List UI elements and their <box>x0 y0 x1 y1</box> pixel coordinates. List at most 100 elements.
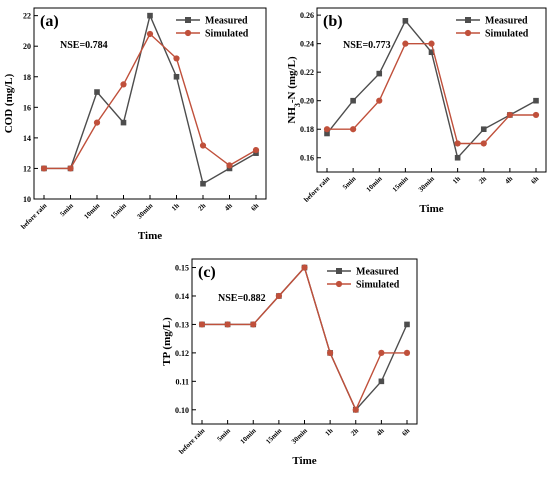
legend-swatch-marker <box>184 29 192 37</box>
x-tick-label: 5min <box>59 202 75 218</box>
y-tick-label: 10 <box>23 195 31 204</box>
legend-label: Simulated <box>356 280 400 291</box>
data-point <box>403 349 411 356</box>
x-tick-label: 2h <box>197 202 208 213</box>
x-tick-label: 4h <box>223 202 234 213</box>
x-tick-label: 5min <box>216 427 232 443</box>
y-tick-label: 0.22 <box>300 68 314 77</box>
y-tick-label: 18 <box>23 73 31 82</box>
data-point <box>532 111 540 119</box>
legend-label: Measured <box>485 16 528 27</box>
y-axis-label: COD (mg/L) <box>3 73 15 133</box>
nse-annotation: NSE=0.882 <box>218 293 266 304</box>
y-tick-label: 20 <box>23 42 31 51</box>
legend-swatch-marker <box>336 268 342 274</box>
x-tick-label: before rain <box>19 202 48 231</box>
y-tick-label: 0.26 <box>300 11 314 20</box>
y-tick-label: 0.20 <box>300 97 314 106</box>
data-point <box>250 321 257 328</box>
y-tick-label: 0.11 <box>175 377 189 386</box>
data-point <box>120 119 127 126</box>
data-point <box>376 97 383 104</box>
y-axis-label: NH3-N (mg/L) <box>286 56 302 124</box>
nse-annotation: NSE=0.784 <box>60 40 108 51</box>
data-point <box>173 55 180 62</box>
legend-swatch-marker <box>465 17 471 23</box>
x-tick-label: 30min <box>290 427 309 446</box>
data-point <box>324 130 330 137</box>
x-tick-label: 15min <box>264 427 283 446</box>
y-tick-label: 12 <box>23 164 31 173</box>
data-point <box>378 349 385 356</box>
data-point <box>480 140 487 147</box>
data-point <box>350 97 356 104</box>
data-point <box>404 321 410 328</box>
data-point <box>275 292 282 300</box>
panel-label: (b) <box>323 13 343 30</box>
y-tick-label: 0.12 <box>175 349 189 358</box>
legend-label: Simulated <box>205 29 249 40</box>
data-point <box>252 147 260 154</box>
legend: Measured Simulated <box>327 267 400 291</box>
data-point <box>67 165 74 172</box>
data-point <box>350 126 357 133</box>
data-point <box>327 349 334 356</box>
legend-label: Measured <box>205 16 248 27</box>
data-point <box>198 321 206 328</box>
data-point <box>454 140 461 147</box>
x-tick-label: 2h <box>477 175 488 186</box>
data-point <box>146 30 154 38</box>
data-point <box>506 111 513 119</box>
legend-swatch-marker <box>185 17 191 23</box>
series-line <box>44 32 257 170</box>
data-point <box>428 40 435 47</box>
legend-label: Measured <box>356 267 399 278</box>
data-point <box>454 154 461 161</box>
x-axis-label: Time <box>138 230 162 242</box>
x-tick-label: 6h <box>250 202 261 213</box>
data-point <box>376 70 383 77</box>
legend-swatch-marker <box>335 280 343 288</box>
data-point <box>301 264 308 271</box>
data-point <box>93 119 101 126</box>
data-point <box>120 81 127 88</box>
data-point <box>199 142 207 149</box>
data-point <box>402 40 409 47</box>
data-point <box>200 180 206 187</box>
x-tick-label: 4h <box>503 175 514 186</box>
x-tick-label: 1h <box>451 175 462 186</box>
series-simulated <box>198 264 411 413</box>
legend-label: Simulated <box>485 29 529 40</box>
x-axis-label: Time <box>419 203 443 215</box>
chart-panel-3: 0.10 0.11 0.12 0.13 0.14 0.15 before rain 5min 1… <box>161 258 418 467</box>
panel-label: (a) <box>40 13 59 30</box>
x-tick-label: 10min <box>365 175 384 194</box>
series-line <box>327 43 536 145</box>
x-tick-label: 1h <box>324 427 335 438</box>
x-tick-label: 4h <box>375 427 386 438</box>
y-tick-label: 16 <box>23 103 31 112</box>
y-tick-label: 0.14 <box>175 292 189 301</box>
x-tick-label: 6h <box>401 427 412 438</box>
panel-label: (c) <box>198 264 216 281</box>
data-point <box>173 73 180 80</box>
legend: Measured Simulated <box>176 16 249 40</box>
y-tick-label: 0.16 <box>300 154 314 163</box>
x-tick-label: 5min <box>341 175 357 191</box>
chart-panel-2: 0.16 0.18 0.20 0.22 0.24 0.26 before rain 5min 1… <box>286 7 547 215</box>
chart-panel-1: 10 12 14 16 18 20 22 before rain 5min 10min 15min 3… <box>3 7 267 242</box>
y-tick-label: 14 <box>23 134 31 143</box>
data-point <box>402 18 409 24</box>
y-tick-label: 0.15 <box>175 264 189 273</box>
x-tick-label: 30min <box>417 175 436 194</box>
x-tick-label: 6h <box>530 175 541 186</box>
y-tick-label: 0.18 <box>300 125 314 134</box>
x-tick-label: 15min <box>109 202 128 221</box>
data-point <box>94 89 100 95</box>
x-axis-label: Time <box>292 455 316 467</box>
nse-annotation: NSE=0.773 <box>343 40 391 51</box>
x-tick-label: 10min <box>83 202 102 221</box>
y-axis-label: TP (mg/L) <box>161 317 173 366</box>
x-tick-label: 10min <box>239 427 258 446</box>
data-point <box>428 49 435 56</box>
